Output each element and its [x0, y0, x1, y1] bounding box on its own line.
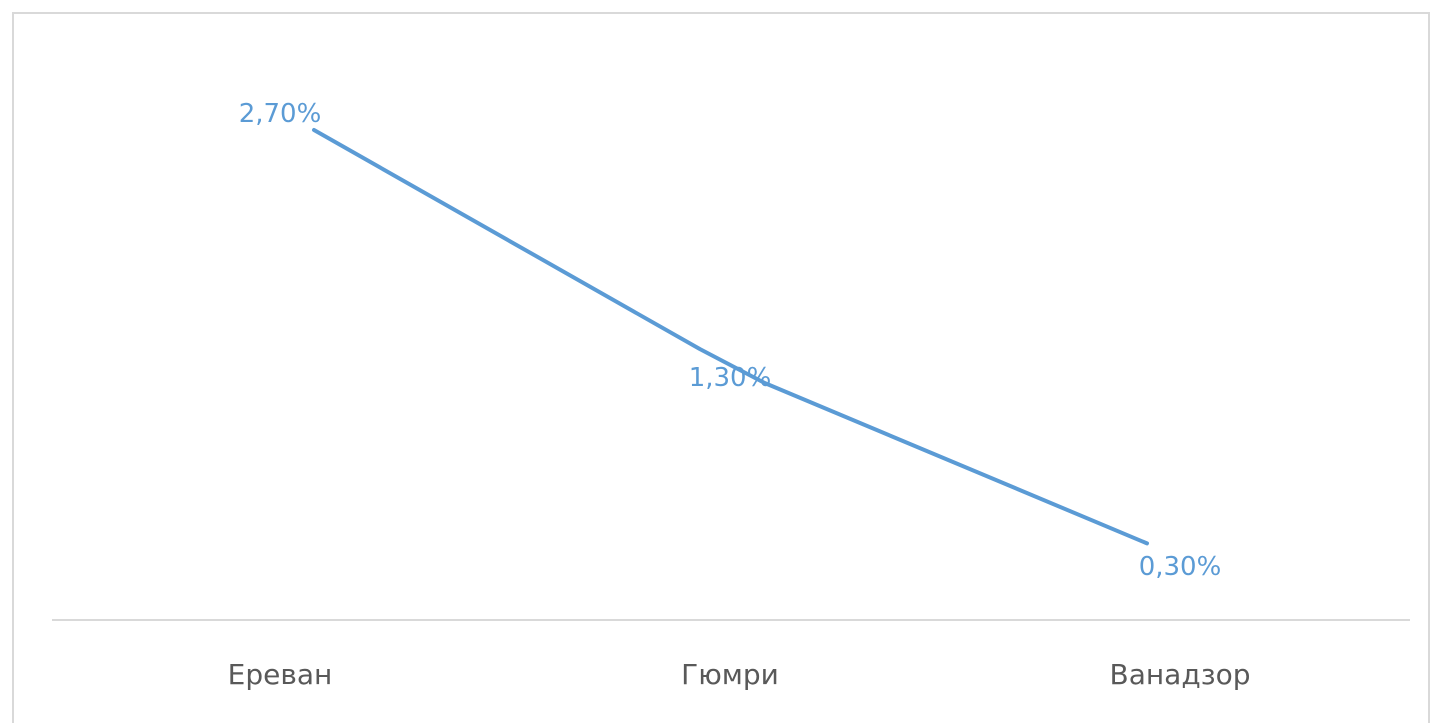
x-tick-label-0: Ереван [228, 658, 333, 691]
data-labels: 2,70% 1,30% 0,30% [239, 99, 1222, 582]
chart-area [12, 12, 1430, 723]
x-tick-labels: Ереван Гюмри Ванадзор [228, 658, 1251, 691]
x-tick-label-1: Гюмри [681, 658, 779, 691]
series-line [312, 128, 1149, 546]
data-label-1: 1,30% [689, 363, 772, 393]
x-tick-label-2: Ванадзор [1110, 658, 1251, 691]
data-label-2: 0,30% [1139, 552, 1222, 582]
data-label-0: 2,70% [239, 99, 322, 129]
